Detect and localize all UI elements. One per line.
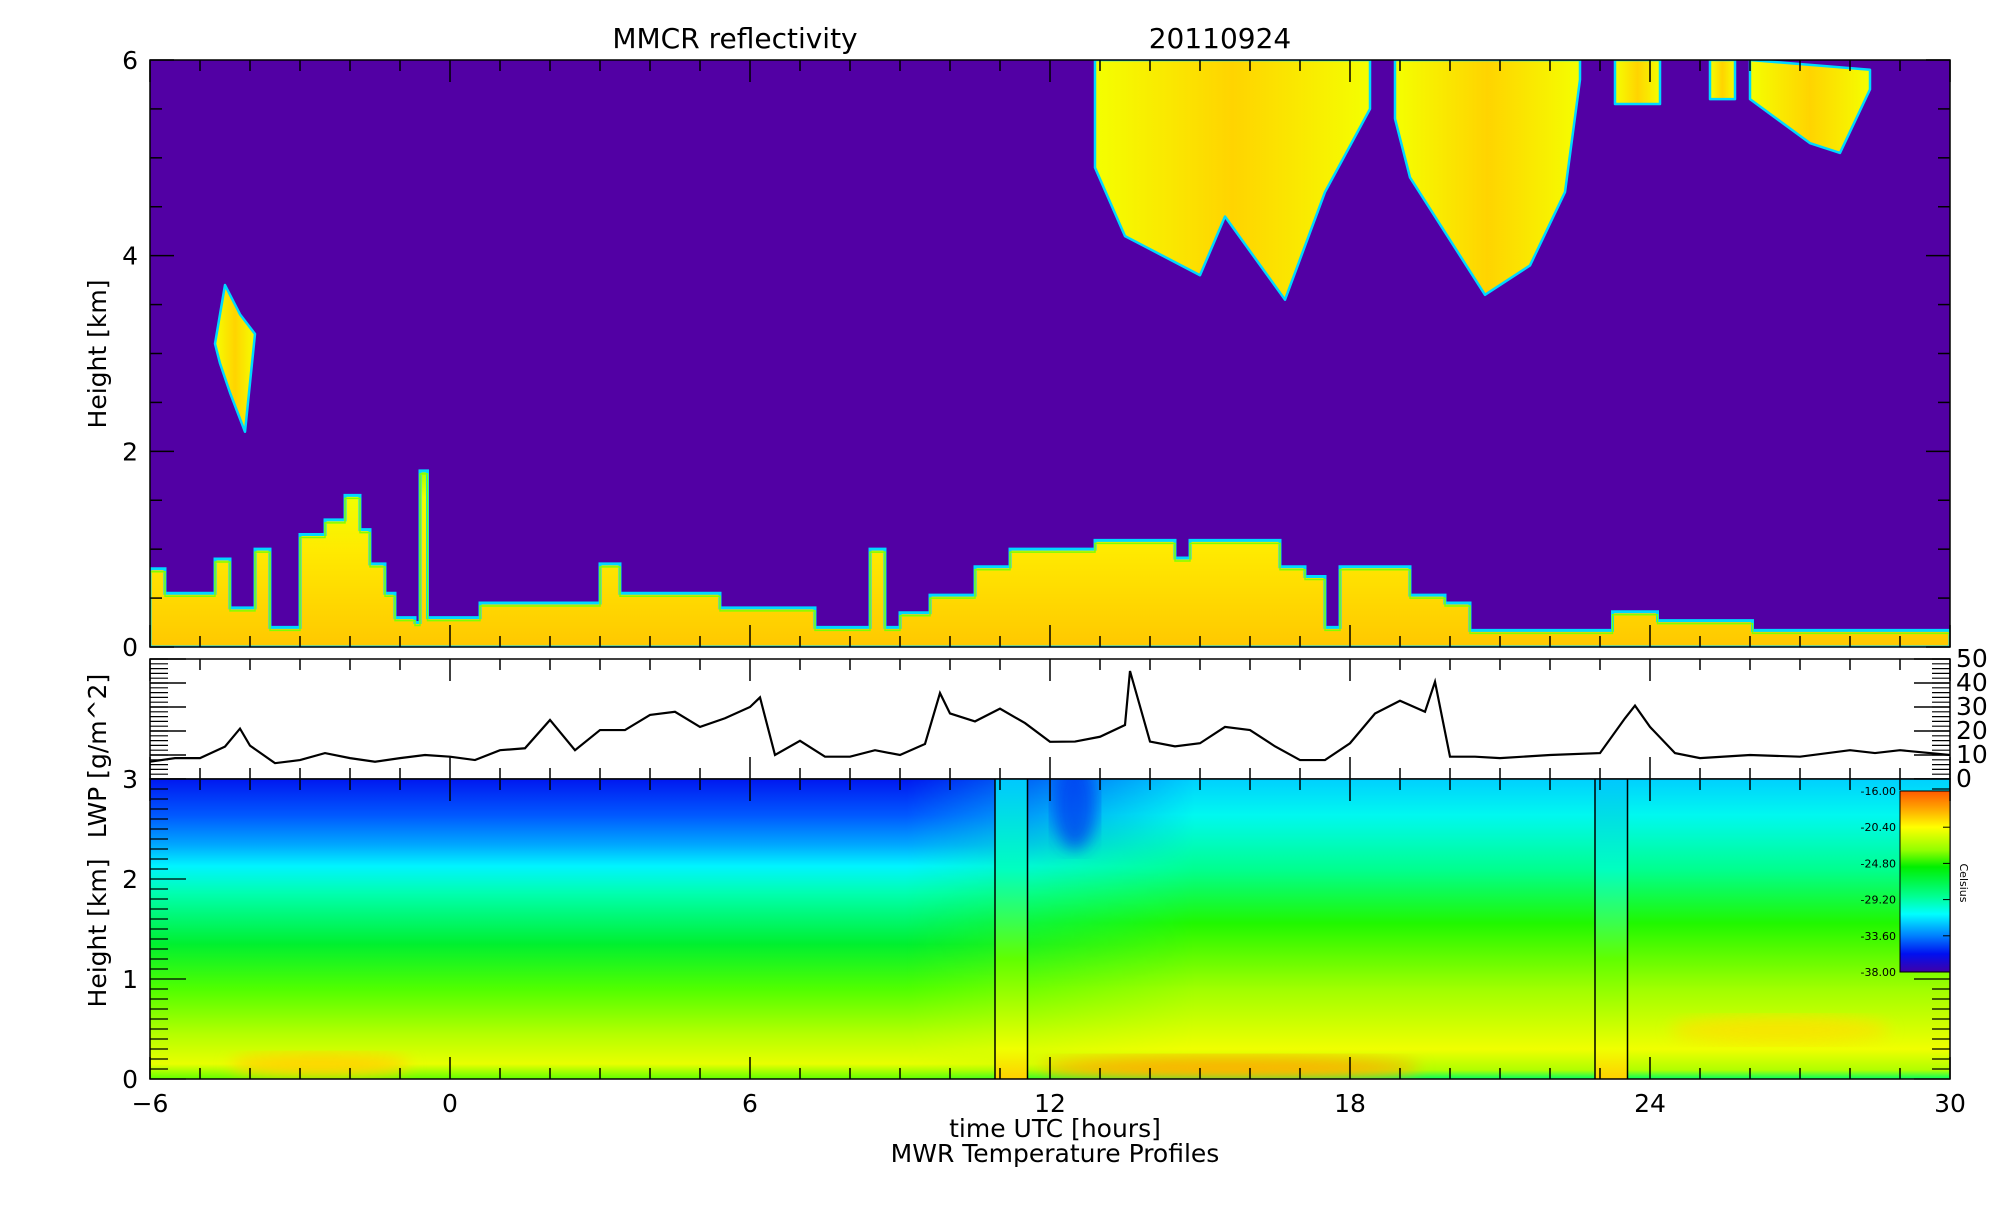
colorbar-tick-label: -29.20 [1861, 894, 1896, 907]
colorbar-tick-label: -38.00 [1861, 966, 1896, 979]
lwp-tick-label: 50 [1956, 644, 1988, 673]
y-tick-label: 1 [122, 965, 138, 994]
x-tick-label: 24 [1634, 1089, 1666, 1118]
upper-cloud [1708, 60, 1737, 101]
colorbar-tick-label: -16.00 [1861, 785, 1896, 798]
lwp-tick-label: 30 [1956, 692, 1988, 721]
upper-cloud [213, 283, 257, 434]
lwp-ylabel: LWP [g/m^2] [83, 674, 112, 838]
colorbar-tick-label: -24.80 [1861, 857, 1896, 870]
lwp-series-line [150, 670, 1950, 765]
x-tick-label: 30 [1934, 1089, 1966, 1118]
y-tick-label: 3 [122, 765, 138, 794]
temperature-panel: 0 1 2 3 Height [km] -16.00 -20.40 -24.80 -29.2… [83, 765, 1970, 1094]
y-tick-label: 2 [122, 437, 138, 466]
colorbar-tick-label: -20.40 [1861, 821, 1896, 834]
low-cloud-fringe [150, 473, 1950, 647]
x-tick-label: 12 [1034, 1089, 1066, 1118]
lwp-tick-label: 10 [1956, 740, 1988, 769]
lwp-tick-label: 40 [1956, 668, 1988, 697]
temperature-ylabel: Height [km] [83, 859, 112, 1008]
bottom-subtitle: MWR Temperature Profiles [891, 1139, 1220, 1168]
reflectivity-panel: 0 2 4 6 Height [km] [83, 46, 1951, 662]
upper-cloud [1393, 60, 1582, 297]
y-tick-label: 6 [122, 46, 138, 75]
lwp-tick-label: 0 [1956, 764, 1972, 793]
x-tick-label: 0 [442, 1089, 458, 1118]
temperature-field-right [150, 779, 1950, 1079]
reflectivity-ylabel: Height [km] [83, 280, 112, 429]
upper-cloud [1748, 60, 1872, 155]
cloud-layer [150, 60, 1950, 647]
x-tick-label: 18 [1334, 1089, 1366, 1118]
colorbar [1899, 790, 1951, 973]
y-tick-label: 0 [122, 1065, 138, 1094]
chart-title: MMCR reflectivity [612, 22, 857, 55]
reflectivity-ticks: 0 2 4 6 [122, 46, 1950, 662]
warm-patch [1670, 1016, 1890, 1044]
data-gap [1595, 779, 1628, 1079]
colorbar-label: Celsius [1957, 864, 1970, 903]
x-axis-ticks: −6 0 6 12 18 24 30 [132, 60, 1966, 1118]
x-axis-label: time UTC [hours] [949, 1114, 1161, 1143]
y-tick-label: 2 [122, 865, 138, 894]
y-tick-label: 4 [122, 242, 138, 271]
y-tick-label: 0 [122, 633, 138, 662]
lwp-tick-label: 20 [1956, 716, 1988, 745]
warm-patch [1040, 1056, 1420, 1079]
chart-date: 20110924 [1149, 22, 1292, 55]
x-tick-label: 6 [742, 1089, 758, 1118]
x-tick-label: −6 [132, 1089, 169, 1118]
upper-cloud [1613, 60, 1662, 106]
colorbar-ticks: -16.00 -20.40 -24.80 -29.20 -33.60 -38.00 [1861, 785, 1950, 979]
data-gap [995, 779, 1028, 1079]
cold-tongue [1053, 779, 1097, 850]
data-gaps [994, 779, 1629, 1079]
upper-cloud [1093, 60, 1372, 301]
warm-patch [230, 1053, 410, 1077]
colorbar-tick-label: -33.60 [1861, 930, 1896, 943]
